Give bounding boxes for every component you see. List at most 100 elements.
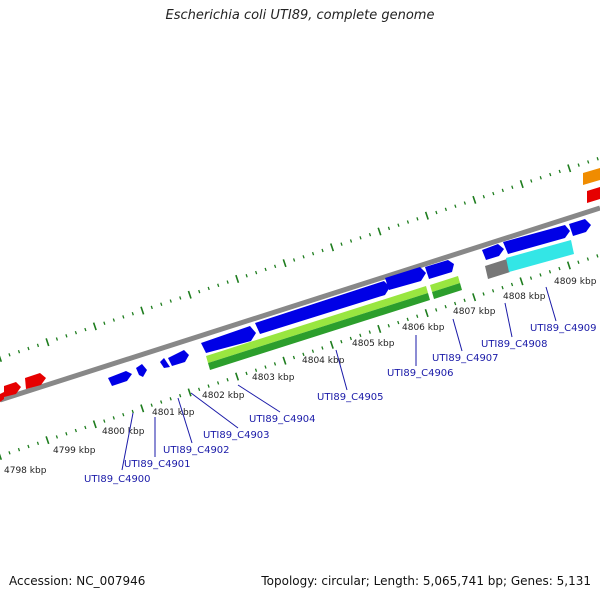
gene-blue-4909[interactable] <box>569 219 591 236</box>
gene-label[interactable]: UTI89_C4905 <box>317 392 384 403</box>
inner-tick <box>340 339 343 344</box>
gene-red-2[interactable] <box>4 382 21 397</box>
inner-tick <box>548 270 552 274</box>
inner-tick <box>558 266 561 271</box>
inner-tick <box>92 420 97 429</box>
inner-tick <box>207 384 210 388</box>
inner-tick <box>463 298 466 303</box>
inner-tick <box>179 393 182 398</box>
outer-tick <box>36 343 40 348</box>
outer-tick <box>340 242 343 246</box>
inner-tick <box>103 419 106 423</box>
inner-tick <box>187 388 192 397</box>
feature-gray <box>485 259 510 279</box>
outer-tick <box>131 312 134 316</box>
inner-tick <box>8 451 11 455</box>
outer-tick <box>112 318 115 322</box>
gene-red-1[interactable] <box>0 392 4 402</box>
inner-tick <box>169 397 172 401</box>
cds-feature-light <box>206 286 428 363</box>
outer-tick <box>45 338 50 347</box>
cds-feature-dark-b <box>432 283 462 299</box>
gene-label[interactable]: UTI89_C4908 <box>481 339 548 350</box>
outer-tick <box>255 270 258 275</box>
outer-tick <box>27 346 30 351</box>
inner-tick <box>84 425 87 430</box>
inner-tick <box>329 340 334 349</box>
accession-text: Accession: NC_007946 <box>9 574 146 588</box>
outer-tick <box>321 248 324 253</box>
outer-tick <box>519 180 524 189</box>
inner-tick <box>406 317 409 322</box>
inner-tick <box>245 371 248 376</box>
inner-tick <box>416 314 419 318</box>
gene-blue-4907[interactable] <box>425 260 454 279</box>
ruler-label: 4799 kbp <box>53 446 96 456</box>
outer-tick <box>397 223 400 227</box>
cds-feature-dark <box>208 293 430 370</box>
inner-tick <box>577 260 580 264</box>
inner-tick <box>197 387 201 392</box>
inner-tick <box>424 309 429 318</box>
gene-label[interactable]: UTI89_C4907 <box>432 353 499 364</box>
ruler-label: 4805 kbp <box>352 339 395 349</box>
gene-label[interactable]: UTI89_C4904 <box>249 414 316 425</box>
gene-label[interactable]: UTI89_C4909 <box>530 323 597 334</box>
gene-label[interactable]: UTI89_C4902 <box>163 445 230 456</box>
gene-label[interactable]: UTI89_C4903 <box>203 430 270 441</box>
ruler-label: 4804 kbp <box>302 356 345 366</box>
gene-blue-4908[interactable] <box>482 244 504 260</box>
outer-tick <box>406 220 410 224</box>
outer-tick <box>122 315 125 319</box>
gene-blue-4900[interactable] <box>108 371 132 386</box>
gene-blue-4901[interactable] <box>136 364 147 377</box>
inner-tick <box>472 293 477 302</box>
gene-label[interactable]: UTI89_C4906 <box>387 368 454 379</box>
inner-tick <box>349 336 352 341</box>
gene-label[interactable]: UTI89_C4900 <box>84 474 151 485</box>
inner-tick <box>368 330 371 334</box>
outer-tick <box>187 290 192 299</box>
gene-blue-4908b[interactable] <box>503 225 570 254</box>
inner-tick <box>112 416 115 420</box>
outer-tick <box>8 353 11 357</box>
gene-labels: UTI89_C4900 UTI89_C4901 UTI89_C4902 UTI8… <box>84 323 597 485</box>
inner-tick <box>397 320 400 325</box>
outer-tick <box>424 211 429 220</box>
inner-tick <box>55 435 59 439</box>
outer-tick <box>501 188 504 193</box>
ruler-labels: 4798 kbp 4799 kbp 4800 kbp 4801 kbp 4802… <box>4 277 597 476</box>
outer-tick <box>65 334 68 338</box>
gene-blue-4906[interactable] <box>385 267 426 290</box>
outer-tick <box>492 191 495 196</box>
gene-red-3[interactable] <box>25 373 46 389</box>
gene-label[interactable]: UTI89_C4901 <box>124 459 191 470</box>
inner-tick <box>566 261 571 270</box>
inner-tick-ring <box>0 254 599 461</box>
outer-tick <box>511 185 514 189</box>
ruler-label: 4806 kbp <box>402 323 445 333</box>
outer-tick <box>463 201 466 205</box>
gene-blue-4904[interactable] <box>201 326 256 353</box>
outer-tick <box>444 207 448 212</box>
outer-tick-ring <box>0 157 599 363</box>
outer-tick <box>530 179 533 183</box>
inner-tick <box>586 257 590 261</box>
outer-tick <box>482 195 485 199</box>
inner-tick <box>501 285 504 290</box>
outer-tick <box>207 286 210 291</box>
inner-tick <box>539 273 542 277</box>
inner-tick <box>359 333 362 338</box>
outer-tick <box>198 289 201 294</box>
gene-blue-4903[interactable] <box>168 350 189 366</box>
inner-tick <box>311 349 315 353</box>
gene-blue-4905[interactable] <box>255 281 390 334</box>
gene-orange[interactable] <box>583 168 600 185</box>
gene-red-4[interactable] <box>587 187 600 203</box>
map-title: Escherichia coli UTI89, complete genome <box>165 8 435 23</box>
inner-tick <box>302 352 305 357</box>
inner-tick <box>321 346 324 350</box>
gene-blue-4902[interactable] <box>160 358 170 368</box>
outer-tick <box>416 217 419 221</box>
outer-tick <box>226 280 229 284</box>
